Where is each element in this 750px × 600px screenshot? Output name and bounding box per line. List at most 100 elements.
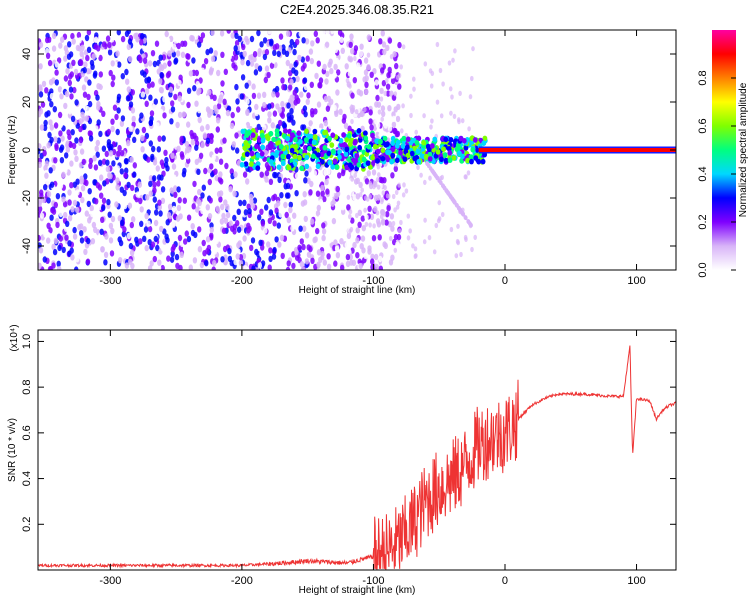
heat-cell (346, 133, 352, 139)
heat-cell (398, 150, 403, 156)
heat-cell (186, 101, 191, 109)
heat-cell (392, 51, 397, 58)
heat-cell (321, 228, 327, 235)
heat-cell (414, 253, 418, 259)
heat-cell (101, 41, 107, 48)
heat-cell (216, 190, 222, 198)
heat-cell (310, 40, 315, 47)
heat-cell (311, 139, 317, 145)
heat-cell (154, 209, 159, 216)
heat-cell (215, 205, 220, 212)
heat-cell (147, 60, 153, 67)
heat-cell (377, 234, 382, 241)
heat-cell (147, 225, 153, 233)
heat-cell (134, 236, 139, 243)
heat-cell (380, 105, 386, 112)
spectrogram-x-label: Height of straight line (km) (299, 285, 416, 296)
heat-cell (322, 34, 327, 41)
heat-cell (354, 153, 360, 159)
heat-cell (51, 243, 56, 251)
heat-cell (111, 160, 116, 167)
heat-cell (117, 236, 122, 243)
heat-cell (260, 137, 266, 144)
heat-cell (453, 48, 457, 54)
heat-cell (363, 135, 369, 141)
heat-cell (197, 107, 202, 114)
heat-cell (146, 156, 151, 163)
heat-cell (288, 84, 293, 91)
heat-cell (427, 163, 431, 169)
heat-cell (213, 199, 218, 207)
heat-cell (385, 83, 391, 90)
heat-cell (340, 87, 345, 94)
heat-cell (380, 219, 386, 226)
heat-cell (399, 64, 404, 70)
heat-cell (170, 152, 175, 159)
heat-cell (305, 55, 310, 62)
heat-cell (192, 45, 198, 52)
heat-cell (292, 89, 297, 96)
heat-cell (419, 172, 423, 178)
heat-cell (370, 154, 375, 161)
heat-cell (333, 63, 338, 71)
heat-cell (186, 126, 191, 133)
heat-cell (293, 99, 298, 106)
heat-cell (208, 197, 213, 204)
heat-cell (217, 176, 223, 183)
heat-cell (95, 139, 101, 147)
heat-cell (114, 201, 119, 208)
heat-cell (117, 144, 122, 152)
heat-cell (130, 89, 135, 96)
heat-cell (188, 70, 194, 77)
heat-cell (397, 41, 402, 49)
heat-cell (108, 222, 114, 230)
heat-cell (324, 78, 329, 85)
heat-cell (192, 132, 197, 139)
heat-cell (114, 113, 119, 121)
heat-cell (308, 120, 313, 127)
heat-cell (372, 39, 377, 47)
heat-cell (277, 176, 282, 184)
heat-cell (214, 108, 219, 115)
heat-cell (302, 225, 307, 232)
heat-cell (364, 81, 369, 89)
heat-cell (387, 105, 392, 112)
heat-cell (270, 122, 275, 129)
heat-cell (130, 107, 136, 114)
heat-cell (375, 210, 380, 216)
heat-cell (101, 204, 106, 212)
heat-cell (38, 108, 44, 115)
heat-cell (306, 244, 311, 251)
heat-cell (166, 70, 172, 78)
heat-cell (389, 213, 395, 220)
heat-cell (432, 171, 437, 176)
heat-cell (211, 266, 216, 270)
heat-cell (381, 80, 387, 87)
heat-cell (298, 148, 304, 155)
heat-cell (295, 38, 300, 46)
heat-cell (80, 111, 85, 119)
heat-cell (186, 121, 191, 128)
heat-cell (234, 32, 239, 39)
heat-cell (65, 67, 70, 75)
heat-cell (212, 248, 218, 255)
heat-cell (235, 147, 240, 154)
heat-cell (132, 162, 137, 169)
heat-cell (404, 188, 409, 194)
heat-cell (99, 228, 104, 235)
heat-cell (167, 60, 172, 67)
heat-cell (156, 180, 161, 187)
heat-cell (297, 155, 302, 161)
heat-cell (41, 80, 47, 88)
heat-cell (47, 131, 52, 139)
heat-cell (242, 123, 247, 130)
heat-cell (79, 148, 85, 155)
heat-cell (402, 182, 406, 188)
heat-cell (233, 258, 238, 266)
heat-cell (108, 237, 114, 244)
heat-cell (312, 64, 317, 72)
heat-cell (118, 257, 123, 264)
heat-cell (289, 132, 295, 138)
heat-cell (81, 158, 87, 166)
heat-cell (359, 243, 364, 250)
